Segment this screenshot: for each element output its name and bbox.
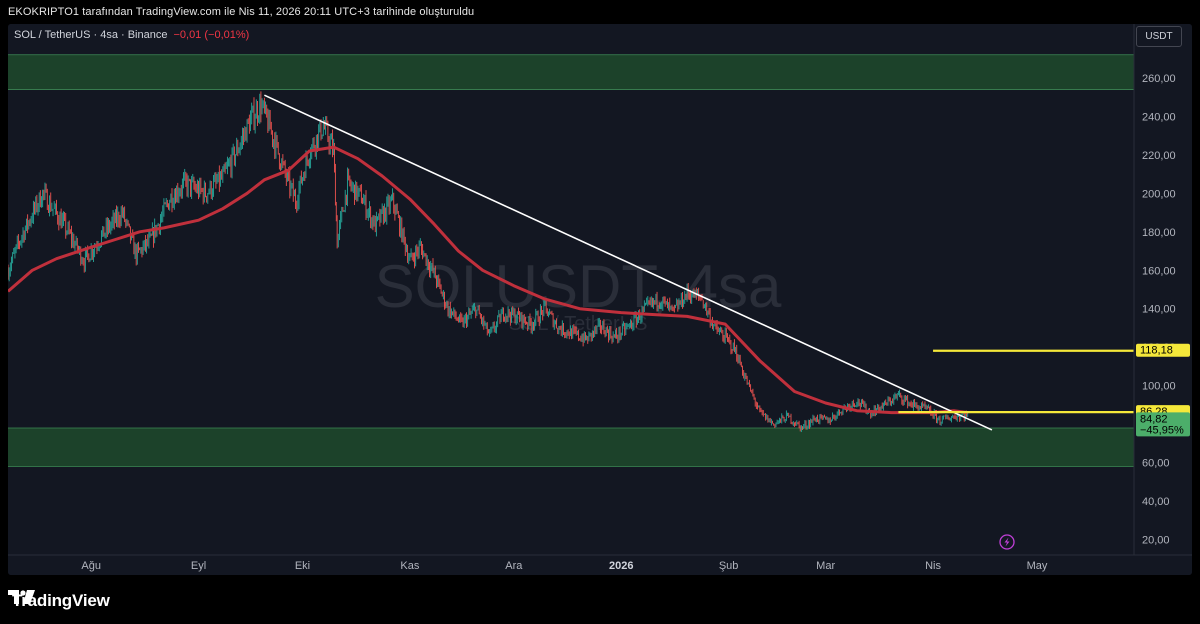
- y-tick-label-6: 160,00: [1142, 265, 1176, 277]
- y-tick-label-5: 180,00: [1142, 227, 1176, 239]
- lightning-icon: [1004, 537, 1010, 547]
- price-change: −0,01 (−0,01%): [173, 29, 250, 41]
- symbol-title: SOL / TetherUS · 4sa · Binance: [14, 29, 168, 41]
- x-tick-label-4: Ara: [505, 560, 523, 572]
- resistance-price-label-text: 118,18: [1140, 345, 1173, 357]
- symbol-legend[interactable]: SOL / TetherUS · 4sa · Binance −0,01 (−0,…: [14, 29, 249, 41]
- x-tick-label-2: Eki: [295, 560, 310, 572]
- brand-name: TradingView: [12, 591, 110, 610]
- x-tick-label-1: Eyl: [191, 560, 206, 572]
- y-tick-label-7: 140,00: [1142, 304, 1176, 316]
- x-tick-label-0: Ağu: [81, 560, 101, 572]
- x-tick-label-8: Nis: [925, 560, 941, 572]
- resistance-price-label-bg: [1136, 343, 1190, 357]
- y-tick-label-4: 200,00: [1142, 188, 1176, 200]
- y-tick-label-13: 20,00: [1142, 535, 1170, 547]
- trendline: [264, 94, 993, 431]
- y-tick-label-3: 220,00: [1142, 150, 1176, 162]
- currency-button[interactable]: USDT: [1136, 26, 1182, 47]
- last-price-label-text: 84,82: [1140, 413, 1168, 425]
- x-tick-label-7: Mar: [816, 560, 835, 572]
- zone-0: [8, 54, 1134, 90]
- x-tick-label-9: May: [1027, 560, 1048, 572]
- lightning-icon-ring: [999, 534, 1015, 550]
- x-tick-label-6: Şub: [719, 560, 739, 572]
- x-tick-label-3: Kas: [400, 560, 419, 572]
- chart-background: [8, 24, 1192, 575]
- y-tick-label-2: 240,00: [1142, 111, 1176, 123]
- moving-average-line: [8, 145, 968, 415]
- watermark-name: SOL / TetherUS: [509, 313, 648, 335]
- y-tick-label-11: 60,00: [1142, 458, 1170, 470]
- y-tick-label-12: 40,00: [1142, 496, 1170, 508]
- header-attribution: EKOKRIPTO1 tarafından TradingView.com il…: [8, 6, 475, 18]
- x-tick-label-5: 2026: [609, 560, 633, 572]
- last-price-label-bg: [1136, 412, 1190, 437]
- watermark-symbol: SOLUSDT, 4sa: [375, 253, 782, 320]
- y-tick-label-9: 100,00: [1142, 381, 1176, 393]
- tradingview-logo[interactable]: TradingView: [8, 590, 110, 612]
- tradingview-logo-icon: [8, 590, 35, 604]
- last-price-label-change: −45,95%: [1140, 424, 1184, 436]
- y-tick-label-1: 260,00: [1142, 73, 1176, 85]
- price-candles: [8, 91, 969, 433]
- zone-1: [8, 428, 1134, 467]
